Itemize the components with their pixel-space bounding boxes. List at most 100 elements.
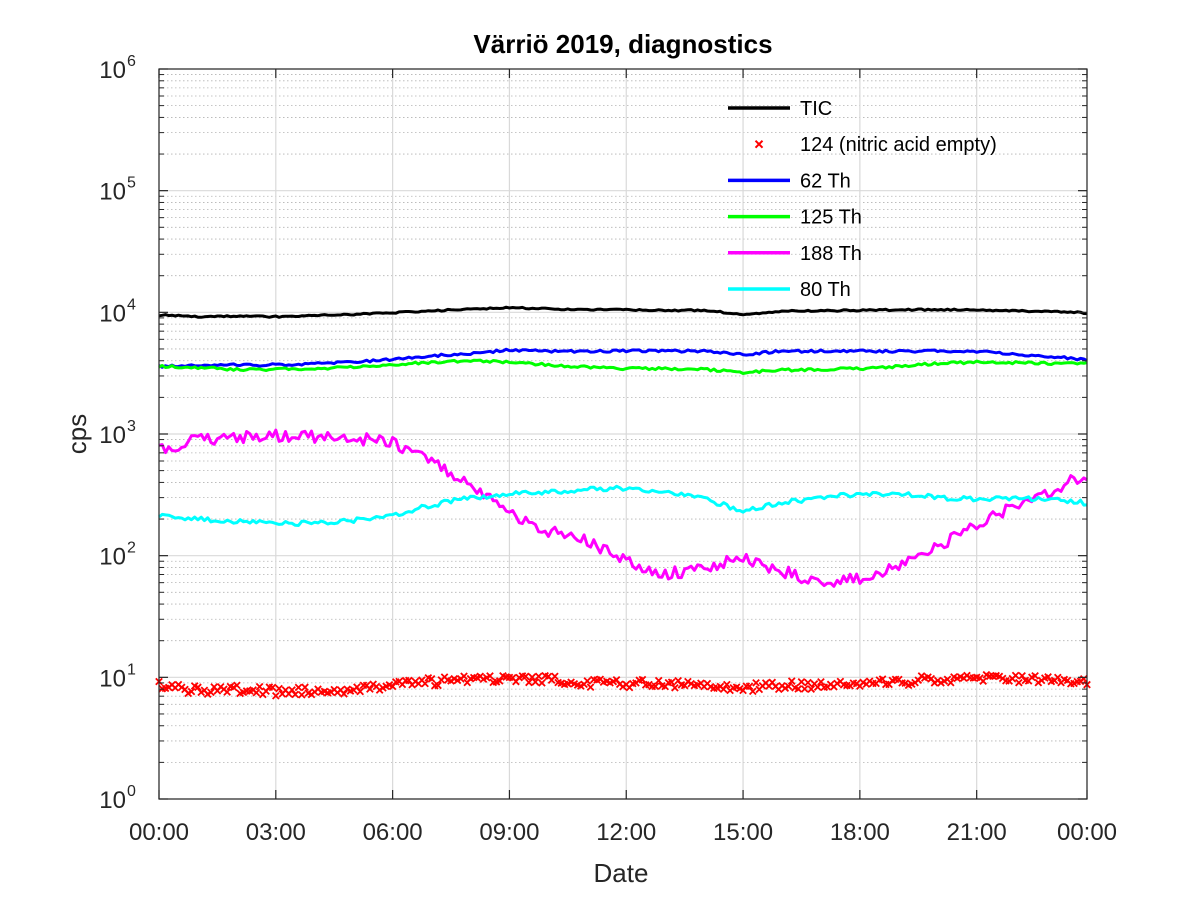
y-tick-exponent: 0 [127,783,136,800]
legend: TIC 124 (nitric acid empty) 62 Th 125 Th 188… [728,98,997,301]
data-point [1031,672,1039,680]
data-point [878,675,887,683]
data-point [538,679,546,687]
data-point [1011,671,1020,680]
data-point [551,672,559,681]
data-point [534,672,543,681]
data-point [1053,673,1062,682]
y-tick-label: 10 [99,787,126,814]
data-point [297,690,306,699]
y-tick-label: 10 [99,300,126,327]
series-line [158,428,1088,588]
data-point [252,688,261,697]
y-tick-exponent: 4 [127,296,136,313]
series-line [158,358,1088,375]
y-tick-label: 10 [99,422,126,449]
data-point [460,672,468,681]
legend-label: 188 Th [800,243,862,265]
y-tick-exponent: 2 [127,540,136,557]
x-tick-label: 18:00 [830,819,890,846]
series-line [158,484,1088,527]
data-point [797,678,806,686]
legend-label: 80 Th [800,279,851,301]
data-point [638,675,647,684]
series-line [158,305,1088,319]
y-tick-label: 10 [99,544,126,571]
data-point [233,681,241,690]
legend-label: TIC [800,98,832,120]
x-tick-label: 00:00 [1057,819,1117,846]
data-point [719,685,728,693]
data-point [654,676,663,685]
data-point [583,677,592,685]
series-layer [155,305,1091,700]
data-point [421,679,429,688]
y-tick-exponent: 1 [127,661,136,678]
legend-marker [754,139,764,149]
data-point [340,690,348,698]
data-point [1044,673,1052,681]
data-point [800,685,809,693]
data-point [667,678,676,687]
data-point [495,677,504,685]
y-tick-label: 10 [99,665,126,692]
data-point [207,688,215,697]
data-point [1018,672,1026,680]
data-point [946,678,955,687]
x-tick-label: 00:00 [129,819,189,846]
data-point [366,685,374,693]
legend-label: 125 Th [800,207,862,229]
x-tick-label: 03:00 [246,819,306,846]
x-tick-label: 21:00 [947,819,1007,846]
x-tick-label: 09:00 [479,819,539,846]
y-tick-label: 10 [99,57,126,84]
data-point [521,672,530,681]
data-point [301,683,309,692]
data-point [223,688,231,696]
data-point [671,683,679,692]
data-point [748,687,757,696]
x-tick-label: 12:00 [596,819,656,846]
data-point [525,678,533,687]
x-tick-label: 06:00 [363,819,423,846]
data-point [752,679,760,687]
data-point [187,687,196,696]
data-point [271,691,280,700]
data-point [813,683,822,691]
data-point [194,683,202,692]
data-point [294,683,303,692]
data-point [787,677,796,685]
legend-label: 62 Th [800,170,851,192]
data-point [356,687,365,696]
data-point [651,682,660,691]
y-tick-exponent: 3 [127,418,136,435]
data-point [275,684,283,693]
x-axis-label: Date [594,858,649,888]
data-point [1015,678,1023,687]
data-point [586,683,595,692]
data-point [268,683,277,692]
data-point [291,690,300,699]
series-markers [155,670,1091,700]
series-line [158,347,1088,369]
y-axis-label: cps [62,414,92,454]
data-point [745,682,754,691]
chart-title: Värriö 2019, diagnostics [473,29,772,59]
data-point [817,677,825,686]
data-point [427,675,436,683]
x-tick-label: 15:00 [713,819,773,846]
data-point [486,672,494,680]
data-point [255,682,264,691]
data-point [807,685,816,693]
y-tick-exponent: 5 [127,175,136,192]
y-tick-label: 10 [99,179,126,206]
data-point [528,673,536,681]
data-point [979,677,988,685]
data-point [531,678,540,686]
data-point [794,685,803,693]
data-point [722,680,731,689]
data-point [804,678,812,687]
